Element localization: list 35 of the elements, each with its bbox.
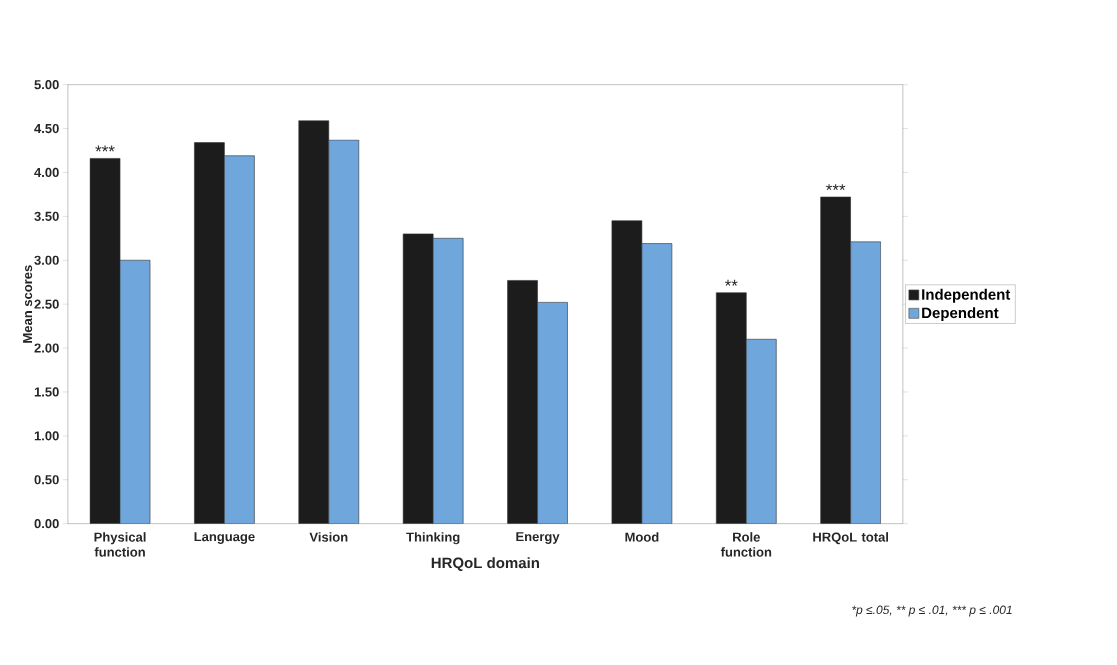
legend-label: Independent (922, 288, 1011, 303)
bar (194, 142, 225, 524)
y-tick-label: 3.00 (34, 255, 59, 265)
y-tick-label: 0.00 (34, 519, 59, 529)
x-tick-label: Language (194, 532, 255, 544)
bar (820, 196, 851, 524)
x-tick-label: Physical function (94, 532, 146, 557)
y-tick-label: 2.00 (34, 343, 59, 353)
bar (402, 233, 434, 524)
y-tick-label: 4.00 (34, 167, 59, 178)
x-tick-label: Thinking (406, 532, 460, 545)
y-tick-label: 1.00 (34, 431, 59, 441)
annotation: *** (95, 145, 115, 152)
x-tick-label: HRQoL total (813, 532, 889, 545)
y-tick-label: 2.50 (34, 299, 59, 309)
bar (611, 220, 643, 524)
y-tick-label: 0.50 (34, 475, 59, 485)
annotation: ** (724, 279, 738, 286)
y-axis-title: Mean scores (23, 265, 33, 343)
bar (89, 158, 121, 524)
legend-label: Dependent (922, 307, 999, 322)
text: *p ≤.05, ** p ≤ .01, *** p ≤ .001 (852, 605, 1012, 617)
bar (715, 292, 747, 524)
y-tick-label: 5.00 (34, 80, 59, 90)
bar (507, 280, 538, 524)
x-tick-label: Role function (720, 532, 772, 557)
x-tick-label: Vision (309, 532, 348, 542)
x-tick-label: Energy (516, 532, 560, 544)
y-tick-label: 1.50 (34, 387, 59, 397)
y-tick-label: 3.50 (34, 211, 59, 221)
x-axis-title: HRQoL domain (431, 557, 539, 571)
annotation: *** (826, 184, 846, 191)
x-tick-label: Mood (625, 532, 659, 542)
y-tick-label: 4.50 (34, 123, 59, 134)
bar (298, 120, 330, 524)
